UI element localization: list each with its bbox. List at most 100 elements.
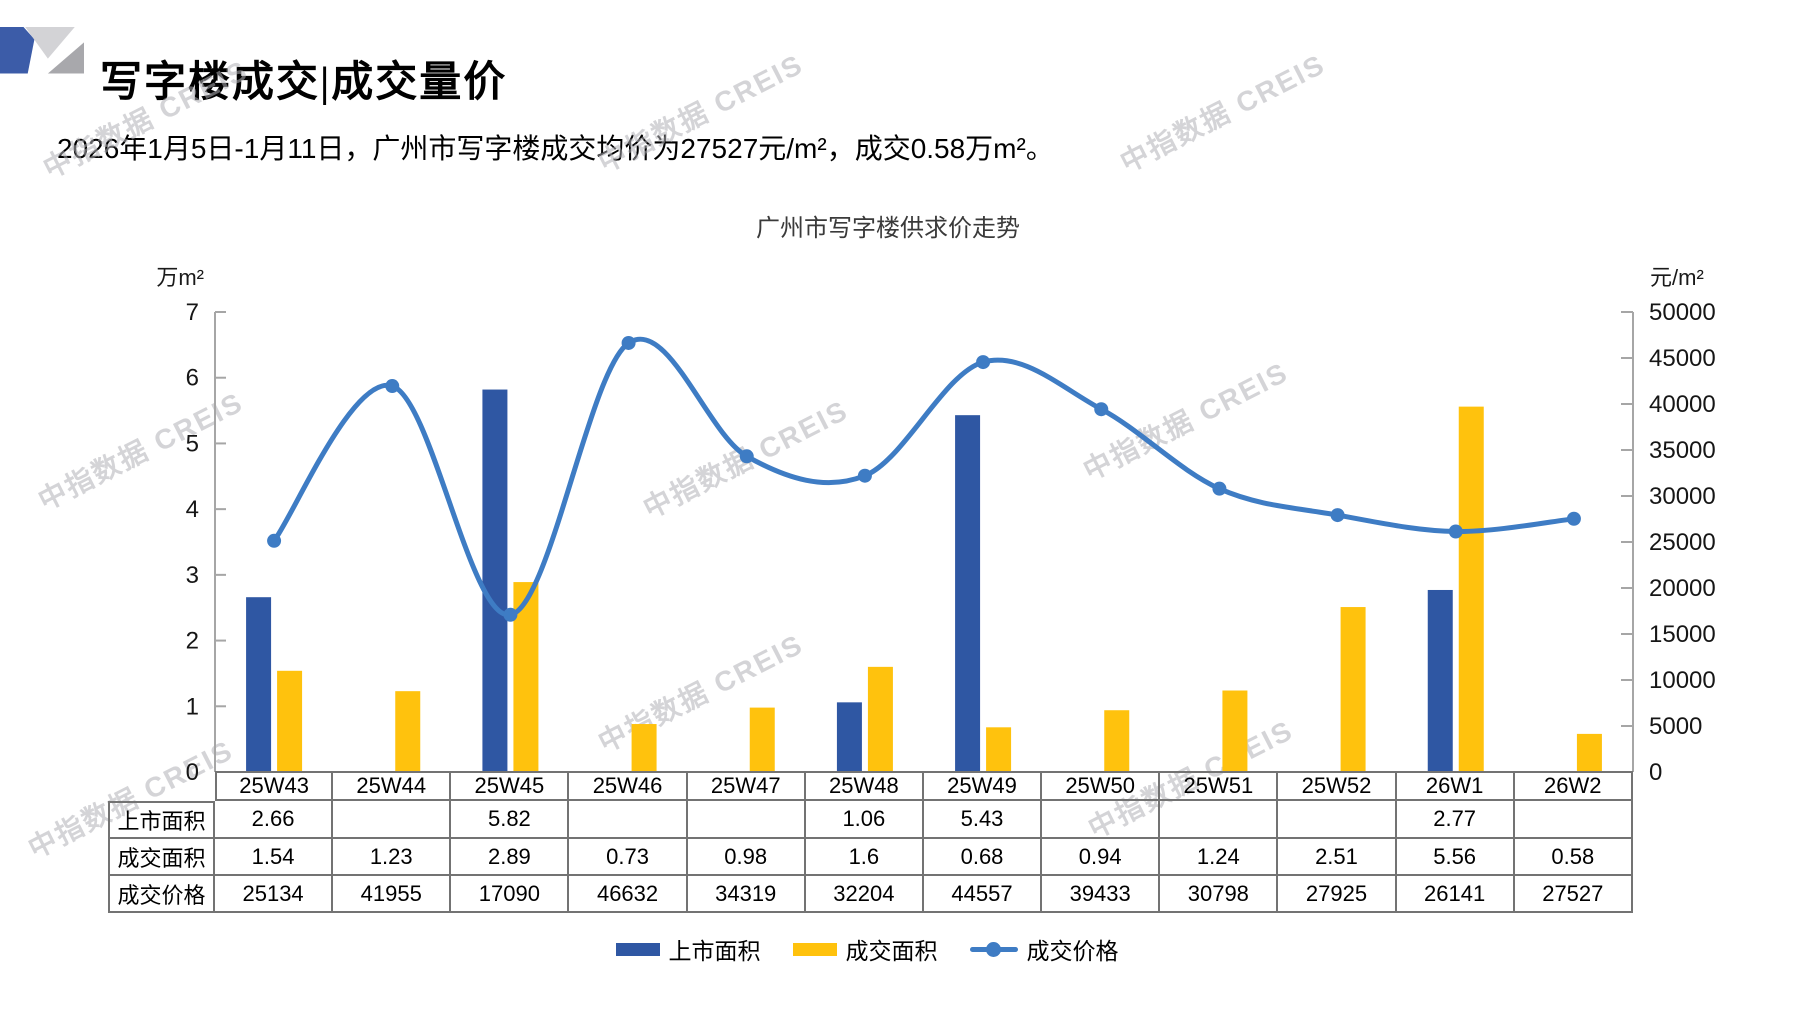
right-axis-tick-label: 30000 [1649, 483, 1716, 510]
price-point [621, 335, 636, 350]
value-cell: 2.66 [215, 801, 334, 839]
category-header-cell: 25W45 [451, 771, 570, 801]
value-cell: 1.23 [333, 839, 452, 876]
value-cell: 0.68 [923, 839, 1043, 876]
sold-area-bar [1104, 710, 1130, 772]
creis-logo [0, 24, 84, 75]
listed-area-bar [246, 597, 272, 772]
sold-area-bar [1576, 733, 1602, 772]
left-axis-tick-label: 6 [186, 365, 199, 392]
sold-area-bar [1340, 607, 1366, 772]
sold-area-bar [395, 691, 421, 772]
left-axis-unit: 万m² [156, 265, 204, 290]
value-cell: 0.58 [1514, 839, 1633, 876]
value-cell: 5.82 [451, 801, 570, 839]
left-axis-tick-label: 0 [186, 759, 199, 780]
legend-label: 上市面积 [668, 939, 761, 964]
chart-title: 广州市写字楼供求价走势 [756, 216, 1020, 242]
sold-area-bar [277, 670, 303, 772]
value-cell: 5.43 [923, 801, 1043, 839]
watermark: 中指数据 CREIS [1115, 48, 1331, 179]
value-cell: 2.51 [1278, 839, 1397, 876]
value-cell [1278, 801, 1397, 839]
legend-item: 成交面积 [792, 932, 938, 966]
price-point [503, 607, 518, 622]
left-axis-tick-label: 2 [186, 628, 199, 655]
left-axis-tick-label: 7 [186, 299, 199, 326]
price-point [385, 379, 400, 394]
value-cell: 1.06 [805, 801, 924, 839]
value-cell [1160, 801, 1279, 839]
page-title: 写字楼成交|成交量价 [100, 60, 508, 107]
value-cell: 27925 [1278, 876, 1397, 913]
category-header-cell: 25W48 [805, 771, 924, 801]
value-cell: 5.56 [1396, 839, 1515, 876]
value-cell: 39433 [1042, 876, 1161, 913]
price-point [857, 468, 872, 483]
listed-area-bar [836, 702, 862, 772]
price-point [1094, 402, 1109, 417]
summary-text: 2026年1月5日-1月11日，广州市写字楼成交均价为27527元/m²，成交0… [57, 133, 1054, 164]
legend-item: 上市面积 [615, 932, 761, 966]
right-axis-tick-label: 40000 [1649, 391, 1716, 418]
right-axis-tick-label: 0 [1649, 759, 1662, 780]
value-cell: 1.6 [805, 839, 924, 876]
value-cell: 26141 [1396, 876, 1515, 913]
price-point [1330, 508, 1345, 523]
legend-bar-swatch [792, 942, 837, 956]
right-axis-tick-label: 15000 [1649, 621, 1716, 648]
value-cell: 0.94 [1042, 839, 1161, 876]
category-header-cell: 26W2 [1514, 771, 1633, 801]
category-header-cell: 25W50 [1042, 771, 1161, 801]
left-axis-tick-label: 4 [186, 496, 199, 523]
value-cell [687, 801, 806, 839]
listed-area-bar [955, 415, 981, 772]
price-line [271, 337, 1577, 618]
price-point [267, 533, 282, 548]
price-point [739, 449, 754, 464]
data-table: 25W43 25W44 25W45 25W46 25W47 25W48 25W49 25W50… [108, 771, 1633, 913]
category-header-cell: 25W43 [215, 771, 334, 801]
sold-area-bar [1222, 690, 1248, 772]
value-cell: 44557 [923, 876, 1043, 913]
sold-area-bar [867, 666, 893, 772]
left-axis-tick-label: 3 [186, 562, 199, 589]
right-axis-unit: 元/m² [1650, 265, 1704, 290]
value-cell: 1.54 [215, 839, 334, 876]
sold-area-bar [749, 707, 775, 772]
value-cell: 30798 [1160, 876, 1279, 913]
value-cell: 25134 [215, 876, 334, 913]
category-header-cell: 26W1 [1396, 771, 1515, 801]
legend-label: 成交面积 [845, 939, 938, 964]
value-cell [569, 801, 688, 839]
right-axis-tick-label: 20000 [1649, 575, 1716, 602]
logo-blue-shape [0, 27, 35, 74]
price-point [1566, 511, 1581, 526]
left-axis-tick-label: 1 [186, 693, 199, 720]
price-point [976, 355, 991, 370]
right-axis-tick-label: 45000 [1649, 345, 1716, 372]
price-point [1212, 481, 1227, 496]
legend-line-swatch [969, 941, 1018, 957]
supply-demand-price-chart: 0 1 2 3 4 5 6 7 0 5000 10000 15000 20000 25000 30000 35… [186, 299, 1716, 780]
table-corner-cell [108, 771, 215, 801]
left-axis-tick-label: 5 [186, 430, 199, 457]
price-point [1448, 524, 1463, 539]
row-label: 上市面积 [108, 801, 215, 839]
category-header-cell: 25W51 [1160, 771, 1279, 801]
sold-area-bar [986, 727, 1012, 772]
legend-line-dot [985, 941, 1001, 957]
row-label: 成交面积 [108, 839, 215, 876]
right-axis-tick-label: 10000 [1649, 667, 1716, 694]
sold-area-bar [1458, 406, 1484, 772]
value-cell [1514, 801, 1633, 839]
value-cell [333, 801, 452, 839]
value-cell: 1.24 [1160, 839, 1279, 876]
value-cell: 0.73 [569, 839, 688, 876]
category-header-cell: 25W47 [687, 771, 806, 801]
value-cell: 32204 [805, 876, 924, 913]
legend-item: 成交价格 [969, 932, 1119, 966]
category-header-cell: 25W46 [569, 771, 688, 801]
listed-area-bar [482, 389, 508, 772]
